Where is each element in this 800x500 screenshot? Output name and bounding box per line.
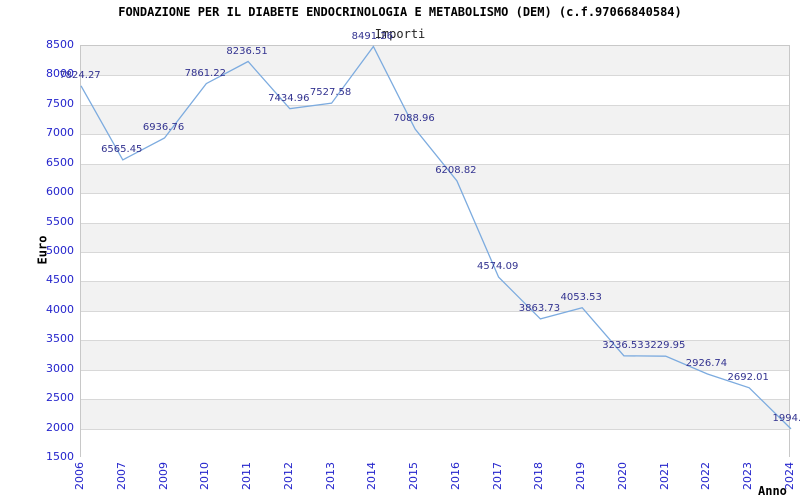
y-tick-label: 8500	[46, 38, 74, 51]
point-label: 2926.74	[685, 358, 728, 370]
y-tick-label: 3000	[46, 361, 74, 375]
point-label: 8491.26	[351, 30, 394, 42]
x-tick-label: 2019	[574, 462, 587, 490]
point-label: 7088.96	[393, 113, 435, 125]
plot-band	[81, 428, 789, 458]
x-tick-label: 2015	[407, 462, 420, 490]
plot-band	[81, 399, 789, 429]
gridline	[81, 75, 789, 77]
gridline	[81, 340, 789, 342]
x-tick-label: 2014	[365, 462, 378, 490]
x-tick-label: 2017	[491, 462, 504, 490]
gridline	[81, 134, 789, 136]
gridline	[81, 369, 789, 371]
y-tick-label: 4000	[46, 302, 74, 316]
plot-band	[81, 281, 789, 311]
chart-subtitle: Importi	[374, 27, 426, 41]
x-tick-label: 2007	[115, 462, 128, 490]
point-label: 6936.76	[142, 122, 185, 133]
gridline	[81, 104, 789, 106]
point-label: 7527.58	[309, 87, 352, 99]
x-tick-label: 2013	[324, 462, 337, 490]
gridline	[81, 281, 789, 283]
point-label: 6208.82	[435, 164, 477, 176]
x-axis-title: Anno	[758, 484, 787, 498]
x-tick-label: 2022	[699, 462, 712, 490]
x-tick-label: 2011	[240, 462, 253, 490]
gridline	[81, 428, 789, 430]
point-label: 2692.01	[727, 371, 769, 383]
y-tick-label: 7000	[46, 126, 74, 140]
y-tick-label: 8000	[46, 67, 74, 81]
chart-title: FONDAZIONE PER IL DIABETE ENDOCRINOLOGIA…	[118, 5, 682, 19]
plot-area	[80, 45, 792, 458]
gridline	[81, 252, 789, 253]
point-label: 6565.45	[101, 143, 143, 155]
point-label: 3236.53	[602, 339, 644, 351]
gridline	[81, 399, 789, 401]
gridline	[81, 310, 789, 312]
plot-band	[81, 222, 789, 252]
x-tick-label: 2012	[282, 462, 295, 490]
plot-band	[81, 340, 789, 370]
point-label: 1994.1	[772, 412, 800, 424]
y-tick-label: 1500	[46, 450, 74, 463]
y-tick-label: 2000	[46, 420, 74, 434]
plot-band	[81, 104, 789, 135]
x-tick-label: 2006	[73, 462, 86, 490]
plot-band	[81, 310, 789, 341]
plot-band	[81, 163, 789, 194]
plot-band	[81, 252, 789, 282]
plot-band	[81, 369, 789, 400]
y-tick-label: 5000	[46, 244, 74, 257]
data-line-svg	[80, 45, 792, 430]
point-label: 4053.53	[560, 291, 602, 303]
x-tick-label: 2009	[157, 462, 170, 490]
gridline	[81, 222, 789, 224]
gridline	[81, 163, 789, 165]
x-tick-label: 2021	[658, 462, 671, 490]
plot-band	[81, 75, 789, 105]
gridline	[81, 193, 789, 195]
point-label: 7434.96	[268, 92, 310, 104]
y-tick-label: 6000	[46, 185, 74, 199]
x-tick-label: 2018	[532, 462, 545, 490]
plot-band	[81, 134, 789, 164]
point-label: 7861.22	[184, 67, 226, 79]
y-tick-label: 2500	[46, 391, 74, 405]
y-tick-label: 6500	[46, 155, 74, 169]
x-tick-label: 2023	[741, 462, 754, 490]
y-axis-title: Euro	[35, 235, 50, 265]
point-label: 8236.51	[226, 45, 268, 57]
point-label: 4574.09	[476, 261, 519, 273]
x-tick-label: 2020	[616, 462, 629, 490]
y-tick-label: 5500	[46, 214, 74, 228]
y-tick-label: 7500	[46, 96, 74, 110]
plot-band	[81, 193, 789, 223]
x-tick-label: 2016	[449, 462, 462, 490]
y-tick-label: 3500	[46, 332, 74, 346]
x-tick-label: 2010	[198, 462, 211, 490]
data-line	[80, 45, 792, 430]
plot-band	[81, 46, 789, 76]
y-tick-label: 4500	[46, 273, 74, 287]
point-label: 3863.73	[518, 302, 561, 314]
point-label: 3229.95	[644, 340, 686, 352]
point-label: 7824.27	[59, 69, 101, 81]
